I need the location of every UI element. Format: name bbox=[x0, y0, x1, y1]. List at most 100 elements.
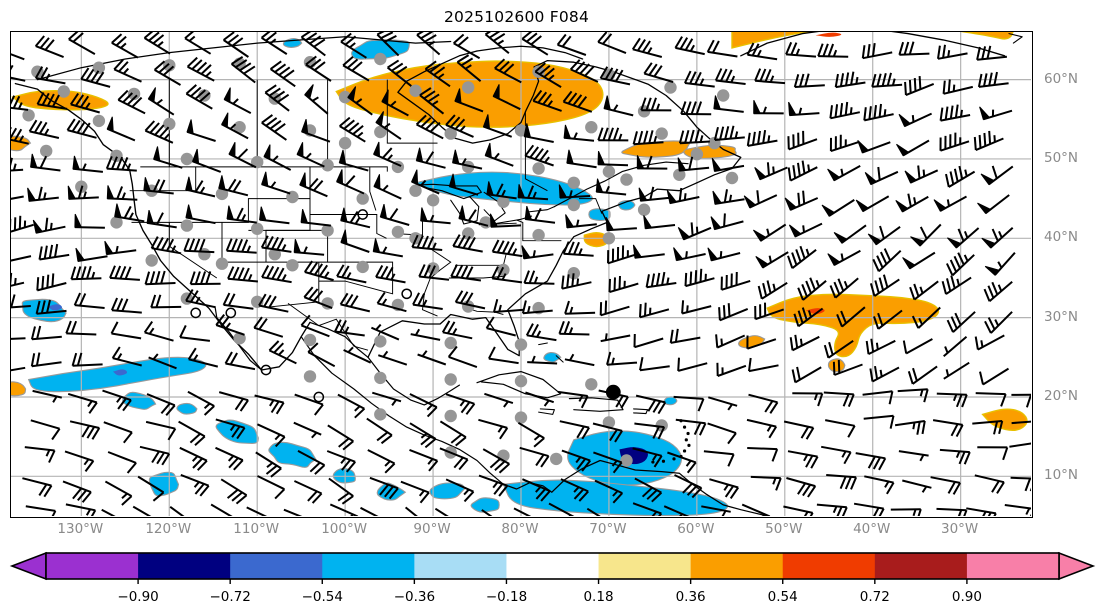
barb-full bbox=[205, 271, 212, 285]
barb-shaft bbox=[220, 478, 248, 497]
barb-full bbox=[303, 286, 314, 298]
wind-barb bbox=[946, 311, 976, 333]
wind-barb bbox=[218, 175, 249, 197]
barb-half bbox=[427, 458, 434, 465]
barb-half bbox=[547, 100, 553, 107]
barb-full bbox=[694, 129, 700, 143]
wind-barb bbox=[523, 123, 554, 143]
barb-full bbox=[632, 131, 638, 145]
barb-full bbox=[86, 265, 92, 280]
wind-barb bbox=[139, 445, 171, 466]
barb-shaft bbox=[187, 65, 215, 82]
station-marker bbox=[338, 136, 352, 150]
barb-full bbox=[1002, 447, 1009, 461]
barb-full bbox=[963, 509, 968, 516]
barb-shaft bbox=[484, 33, 510, 54]
barb-shaft bbox=[305, 63, 332, 82]
barb-shaft bbox=[783, 420, 814, 429]
barb-full bbox=[76, 352, 83, 366]
wind-barb bbox=[983, 280, 1013, 303]
barb-full bbox=[183, 238, 190, 252]
barb-pennant bbox=[223, 87, 231, 103]
barb-shaft bbox=[517, 421, 545, 439]
arctic-coast bbox=[36, 36, 452, 81]
barb-half bbox=[128, 212, 134, 220]
station-marker bbox=[497, 195, 510, 208]
barb-full bbox=[620, 396, 629, 409]
wind-barb bbox=[979, 106, 1013, 121]
barb-pennant bbox=[712, 190, 723, 205]
barb-full bbox=[230, 238, 238, 252]
barb-half bbox=[303, 246, 308, 254]
barb-full bbox=[949, 259, 958, 273]
barb-full bbox=[78, 293, 87, 307]
barb-shaft bbox=[821, 445, 851, 454]
barb-shaft bbox=[872, 83, 903, 88]
barb-full bbox=[563, 321, 571, 335]
barb-shaft bbox=[256, 423, 286, 438]
barb-full bbox=[689, 71, 697, 85]
wind-barb bbox=[296, 142, 325, 168]
barb-full bbox=[612, 492, 624, 504]
barb-half bbox=[205, 70, 212, 78]
barb-full bbox=[684, 130, 690, 144]
wind-barb bbox=[300, 314, 330, 338]
barb-shaft bbox=[410, 333, 441, 341]
barb-full bbox=[978, 134, 982, 149]
barb-full bbox=[44, 39, 55, 51]
barb-half bbox=[569, 190, 573, 198]
barb-full bbox=[904, 81, 907, 96]
barb-full bbox=[149, 122, 160, 134]
station-marker bbox=[356, 260, 369, 274]
barb-shaft bbox=[340, 303, 371, 313]
barb-shaft bbox=[386, 66, 412, 87]
atlantic-small-positive-b bbox=[827, 358, 846, 373]
wind-barb bbox=[945, 165, 976, 188]
barb-half bbox=[225, 322, 231, 330]
barb-shaft bbox=[488, 357, 519, 365]
barb-half bbox=[573, 132, 578, 140]
wind-barb bbox=[826, 474, 858, 490]
barb-full bbox=[945, 173, 950, 188]
barb-full bbox=[837, 359, 841, 374]
barb-full bbox=[766, 280, 772, 294]
barb-pennant bbox=[755, 255, 769, 269]
barb-full bbox=[769, 401, 779, 414]
barb-full bbox=[117, 397, 127, 410]
barb-shaft bbox=[721, 279, 751, 291]
barb-full bbox=[534, 148, 544, 160]
barb-shaft bbox=[679, 140, 710, 145]
barb-shaft bbox=[707, 50, 738, 58]
barb-pennant bbox=[754, 167, 767, 180]
wind-barb bbox=[643, 215, 676, 230]
barb-half bbox=[120, 42, 127, 49]
barb-full bbox=[908, 79, 912, 94]
pacific-nw-positive-region bbox=[11, 89, 109, 111]
barb-full bbox=[118, 61, 129, 73]
barb-half bbox=[980, 340, 984, 348]
barb-full bbox=[840, 310, 847, 324]
wind-barb bbox=[328, 477, 354, 505]
barb-full bbox=[380, 265, 389, 279]
wind-barb bbox=[902, 251, 936, 270]
station-marker bbox=[602, 232, 616, 245]
barb-full bbox=[608, 278, 611, 293]
barb-full bbox=[40, 300, 46, 314]
barb-full bbox=[987, 512, 992, 516]
barb-full bbox=[949, 171, 955, 185]
barb-full bbox=[719, 68, 728, 82]
barb-full bbox=[308, 288, 319, 300]
barb-shaft bbox=[25, 505, 56, 512]
wind-barb bbox=[65, 320, 97, 336]
barb-shaft bbox=[184, 37, 212, 55]
barb-shaft bbox=[593, 451, 623, 464]
wind-barb bbox=[632, 130, 664, 146]
lat-tick-label: 60°N bbox=[1044, 70, 1079, 87]
barb-shaft bbox=[481, 509, 493, 516]
barb-full bbox=[686, 461, 697, 474]
barb-shaft bbox=[634, 337, 664, 349]
wind-barb bbox=[484, 392, 514, 408]
barb-shaft bbox=[188, 358, 219, 368]
barb-shaft bbox=[453, 42, 481, 60]
barb-full bbox=[564, 300, 570, 314]
